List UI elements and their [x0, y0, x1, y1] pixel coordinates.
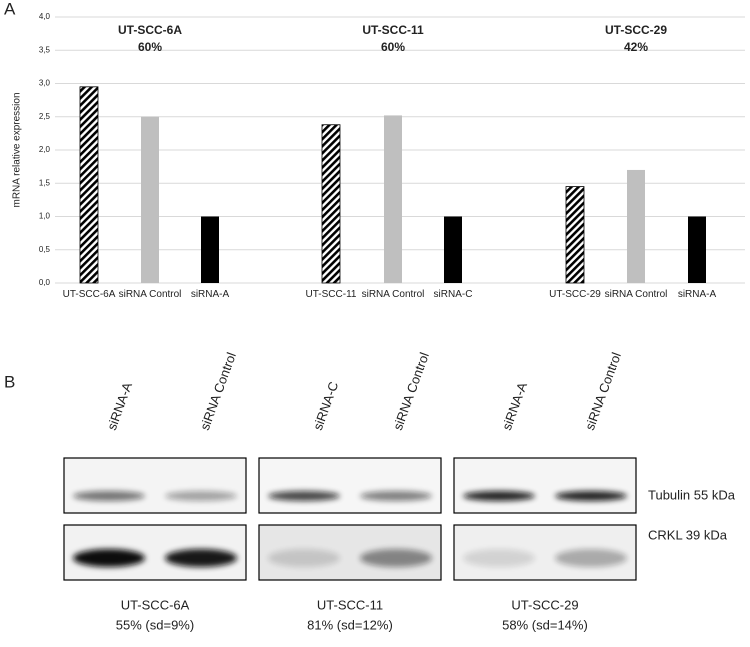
y-tick-label: 4,0	[39, 12, 51, 21]
knockdown: 58% (sd=14%)	[502, 617, 588, 632]
group-percent: 60%	[138, 40, 162, 54]
x-tick-label: UT-SCC-11	[305, 289, 357, 300]
knockdown: 55% (sd=9%)	[116, 617, 194, 632]
group-title: UT-SCC-11	[362, 23, 424, 37]
group-title: UT-SCC-6A	[118, 23, 182, 37]
x-tick-label: siRNA-A	[190, 289, 230, 300]
bar	[565, 186, 585, 284]
x-tick-label: UT-SCC-6A	[62, 289, 116, 300]
cell-line-name: UT-SCC-11	[317, 597, 383, 612]
bar	[201, 216, 219, 283]
lane-label: siRNA Control	[390, 350, 432, 432]
x-tick-label: siRNA-C	[433, 289, 473, 300]
cell-line-name: UT-SCC-29	[511, 597, 578, 612]
y-tick-label: 2,5	[39, 112, 51, 121]
band	[463, 491, 535, 501]
lane-label: siRNA-A	[499, 380, 530, 432]
group-title: UT-SCC-29	[605, 23, 667, 37]
knockdown: 81% (sd=12%)	[307, 617, 393, 632]
y-tick-label: 2,0	[39, 145, 51, 154]
bar	[627, 169, 645, 283]
marker-label: Tubulin 55 kDa	[648, 487, 736, 502]
band	[165, 549, 237, 567]
y-tick-label: 1,0	[39, 212, 51, 221]
bar	[321, 124, 341, 284]
band	[555, 549, 627, 567]
group-percent: 42%	[624, 40, 648, 54]
band	[268, 491, 340, 501]
lane-label: siRNA Control	[582, 350, 624, 432]
band	[555, 491, 627, 501]
bar	[79, 86, 99, 284]
y-axis-label: mRNA relative expression	[12, 92, 23, 207]
blot-panel	[63, 457, 247, 514]
panel-label: B	[4, 372, 15, 391]
band	[360, 491, 432, 501]
band	[463, 549, 535, 567]
band	[73, 549, 145, 567]
bar	[141, 116, 159, 283]
x-tick-label: siRNA Control	[361, 289, 425, 300]
group-percent: 60%	[381, 40, 405, 54]
band	[165, 491, 237, 501]
y-tick-label: 3,0	[39, 79, 51, 88]
y-tick-label: 3,5	[39, 45, 51, 54]
blot-panel	[453, 457, 637, 514]
bar	[444, 216, 462, 283]
y-tick-label: 0,5	[39, 245, 51, 254]
blot-panel	[258, 457, 442, 514]
marker-label: CRKL 39 kDa	[648, 527, 728, 542]
y-tick-label: 1,5	[39, 178, 51, 187]
lane-label: siRNA-C	[310, 380, 341, 433]
band	[360, 549, 432, 567]
bar	[688, 216, 706, 283]
lane-label: siRNA Control	[197, 350, 239, 432]
bar	[384, 115, 402, 283]
x-tick-label: siRNA Control	[118, 289, 182, 300]
x-tick-label: siRNA Control	[604, 289, 668, 300]
lane-label: siRNA-A	[104, 380, 135, 432]
x-tick-label: siRNA-A	[677, 289, 717, 300]
y-tick-label: 0,0	[39, 278, 51, 287]
panel-label: A	[4, 0, 16, 18]
band	[73, 491, 145, 501]
cell-line-name: UT-SCC-6A	[121, 597, 190, 612]
x-tick-label: UT-SCC-29	[549, 289, 601, 300]
band	[268, 549, 340, 567]
